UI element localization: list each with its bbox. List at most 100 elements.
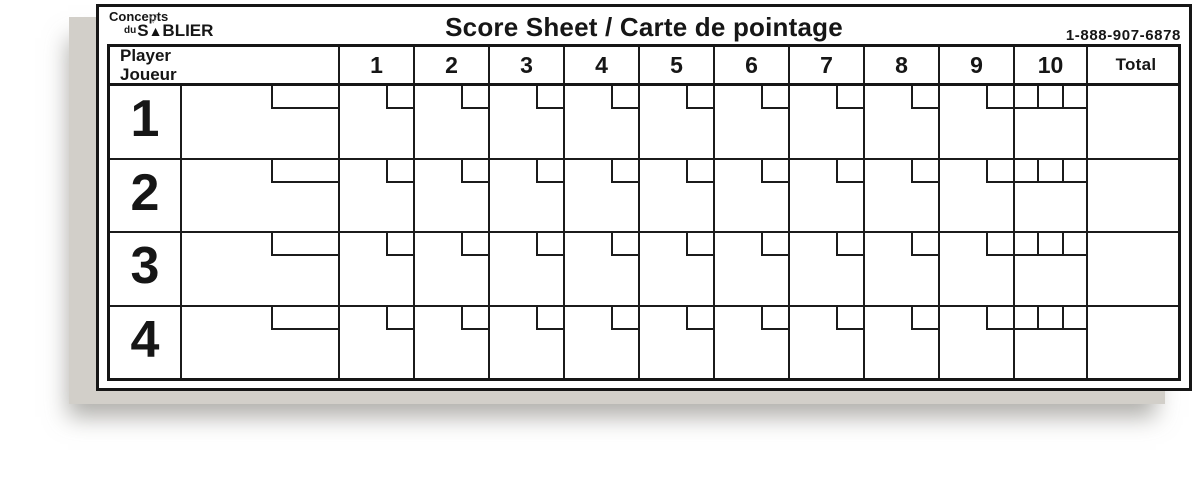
frame-header-6: 6: [713, 47, 788, 83]
frame-cell: [938, 306, 1013, 378]
tenth-frame-box: [1037, 233, 1061, 254]
frame-cell: [413, 306, 488, 378]
frame-cell: [338, 86, 413, 158]
frame-score-box: [836, 86, 863, 109]
frame-score-box: [986, 86, 1013, 109]
name-corner-box: [271, 86, 338, 109]
frame-score-box: [911, 159, 938, 183]
frame-score-box: [461, 233, 488, 256]
frame-cell: [638, 306, 713, 378]
frame-cell: [488, 159, 563, 231]
total-cell: [1086, 159, 1184, 231]
frame-score-box: [536, 159, 563, 183]
frame-score-box: [686, 86, 713, 109]
frame-score-box: [536, 86, 563, 109]
frame-cell: [338, 306, 413, 378]
frame-cell: [713, 306, 788, 378]
frame-score-box: [386, 306, 413, 330]
score-sheet: Concepts duS ▽ ▲BLIER Score Sheet / Carte …: [96, 4, 1192, 391]
tenth-frame-cell: [1013, 86, 1086, 158]
frame-score-box: [836, 159, 863, 183]
frame-cell: [488, 306, 563, 378]
frame-cell: [338, 159, 413, 231]
frame-score-box: [386, 159, 413, 183]
frame-score-box: [611, 233, 638, 256]
frame-score-box: [836, 306, 863, 330]
frame-cell: [638, 159, 713, 231]
frame-score-box: [686, 306, 713, 330]
frame-cell: [638, 86, 713, 158]
frame-cell: [788, 159, 863, 231]
frame-score-box: [386, 86, 413, 109]
frame-header-1: 1: [338, 47, 413, 83]
frame-cell: [863, 306, 938, 378]
player-number: 2: [130, 163, 160, 222]
frame-cell: [488, 86, 563, 158]
grid-header-row: Player Joueur 1 2 3 4 5 6 7 8 9 10 Total: [110, 45, 1178, 86]
sheet-title: Score Sheet / Carte de pointage: [445, 12, 843, 42]
frame-header-2: 2: [413, 47, 488, 83]
player-number: 4: [130, 310, 160, 369]
frame-cell: [413, 86, 488, 158]
sheet-top-band: Concepts duS ▽ ▲BLIER Score Sheet / Carte …: [99, 7, 1189, 44]
tenth-frame-boxes: [1015, 86, 1086, 109]
frame-score-box: [836, 233, 863, 256]
total-header-cell: Total: [1086, 47, 1184, 83]
player-row-4: 4: [110, 304, 1178, 378]
brand-name-top: Concepts: [109, 9, 169, 24]
tenth-frame-cell: [1013, 159, 1086, 231]
frame-cell: [863, 86, 938, 158]
frame-score-box: [761, 306, 788, 330]
frame-score-box: [686, 159, 713, 183]
tenth-frame-boxes: [1015, 159, 1086, 183]
brand-blier: BLIER: [162, 21, 214, 40]
frame-score-box: [911, 86, 938, 109]
tenth-frame-cell: [1013, 306, 1086, 378]
player-header-en: Player: [120, 45, 172, 65]
frame-header-10: 10: [1013, 47, 1086, 83]
total-cell: [1086, 306, 1184, 378]
frame-cell: [488, 233, 563, 305]
frame-cell: [788, 306, 863, 378]
frame-header-5: 5: [638, 47, 713, 83]
frame-score-box: [536, 306, 563, 330]
frame-score-box: [686, 233, 713, 256]
tenth-frame-box: [1037, 306, 1061, 328]
frame-cell: [938, 159, 1013, 231]
frame-score-box: [461, 306, 488, 330]
tenth-frame-box: [1061, 159, 1086, 181]
frame-score-box: [761, 86, 788, 109]
total-cell: [1086, 86, 1184, 158]
frame-score-box: [536, 233, 563, 256]
frame-score-box: [986, 306, 1013, 330]
frame-cell: [338, 233, 413, 305]
frame-score-box: [386, 233, 413, 256]
frame-cell: [413, 159, 488, 231]
tenth-frame-box: [1015, 160, 1037, 181]
brand-du: du: [124, 25, 137, 36]
hourglass-top-icon: ▽: [148, 11, 158, 25]
frame-header-4: 4: [563, 47, 638, 83]
frame-header-7: 7: [788, 47, 863, 83]
frame-score-box: [611, 306, 638, 330]
frame-cell: [413, 233, 488, 305]
name-corner-box: [271, 159, 338, 183]
frame-score-box: [611, 86, 638, 109]
frame-score-box: [986, 159, 1013, 183]
tenth-frame-box: [1015, 233, 1037, 254]
frame-score-box: [986, 233, 1013, 256]
tenth-frame-box: [1061, 306, 1086, 328]
frame-score-box: [461, 159, 488, 183]
frame-cell: [563, 306, 638, 378]
name-corner-box: [271, 233, 338, 256]
frame-cell: [563, 233, 638, 305]
frame-header-9: 9: [938, 47, 1013, 83]
frame-cell: [938, 233, 1013, 305]
player-header-cell: Player Joueur: [110, 45, 338, 84]
frame-cell: [788, 86, 863, 158]
name-corner-box: [271, 306, 338, 330]
frame-cell: [713, 159, 788, 231]
phone-number: 1-888-907-6878: [1065, 27, 1181, 44]
frame-cell: [713, 233, 788, 305]
